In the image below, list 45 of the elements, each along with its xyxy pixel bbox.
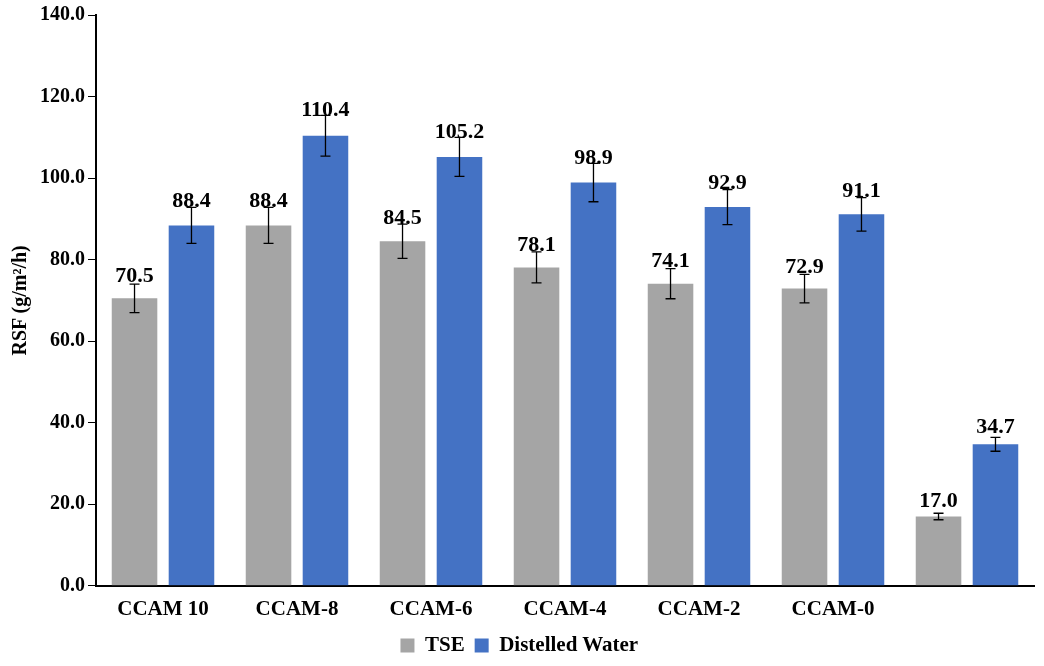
y-axis-title: RSF (g/m²/h)	[8, 245, 32, 356]
x-tick-label: CCAM-2	[657, 595, 741, 620]
y-tick-label: 120.0	[40, 83, 85, 106]
bar	[915, 516, 962, 586]
y-tick-label: 40.0	[50, 409, 85, 432]
y-tick-label: 100.0	[40, 165, 85, 188]
legend-label: Distelled Water	[499, 631, 639, 656]
data-label: 78.1	[517, 230, 556, 256]
x-tick-label: CCAM-8	[255, 595, 339, 620]
bar	[781, 288, 828, 586]
data-label: 17.0	[919, 487, 958, 513]
data-label: 91.1	[842, 177, 881, 203]
y-tick-label: 140.0	[40, 2, 85, 25]
data-label: 105.2	[434, 117, 485, 143]
x-tick-label: CCAM-0	[791, 595, 875, 620]
bar	[379, 241, 426, 586]
data-label: 74.1	[651, 247, 690, 273]
data-label: 84.5	[383, 203, 422, 229]
data-label: 110.4	[301, 96, 350, 122]
bar	[972, 444, 1019, 586]
bar	[302, 135, 349, 586]
data-label: 70.5	[115, 262, 154, 288]
bar	[245, 225, 292, 586]
bar	[647, 283, 694, 586]
data-label: 92.9	[708, 169, 747, 195]
data-label: 98.9	[574, 143, 613, 169]
x-tick-label: CCAM 10	[117, 595, 209, 620]
y-tick-label: 20.0	[50, 491, 85, 514]
bar	[704, 207, 751, 586]
bar	[436, 156, 483, 586]
bar	[838, 214, 885, 586]
legend-label: TSE	[424, 631, 465, 656]
data-label: 88.4	[249, 187, 288, 213]
data-label: 34.7	[976, 412, 1015, 438]
y-tick-label: 80.0	[50, 246, 85, 269]
bar	[570, 182, 617, 586]
bar	[168, 225, 215, 586]
bar	[513, 267, 560, 586]
x-tick-label: CCAM-4	[523, 595, 607, 620]
bar	[111, 298, 158, 586]
data-label: 72.9	[785, 252, 824, 278]
y-tick-label: 0.0	[60, 572, 85, 595]
x-tick-label: CCAM-6	[389, 595, 473, 620]
data-label: 88.4	[172, 187, 211, 213]
y-tick-label: 60.0	[50, 328, 85, 351]
